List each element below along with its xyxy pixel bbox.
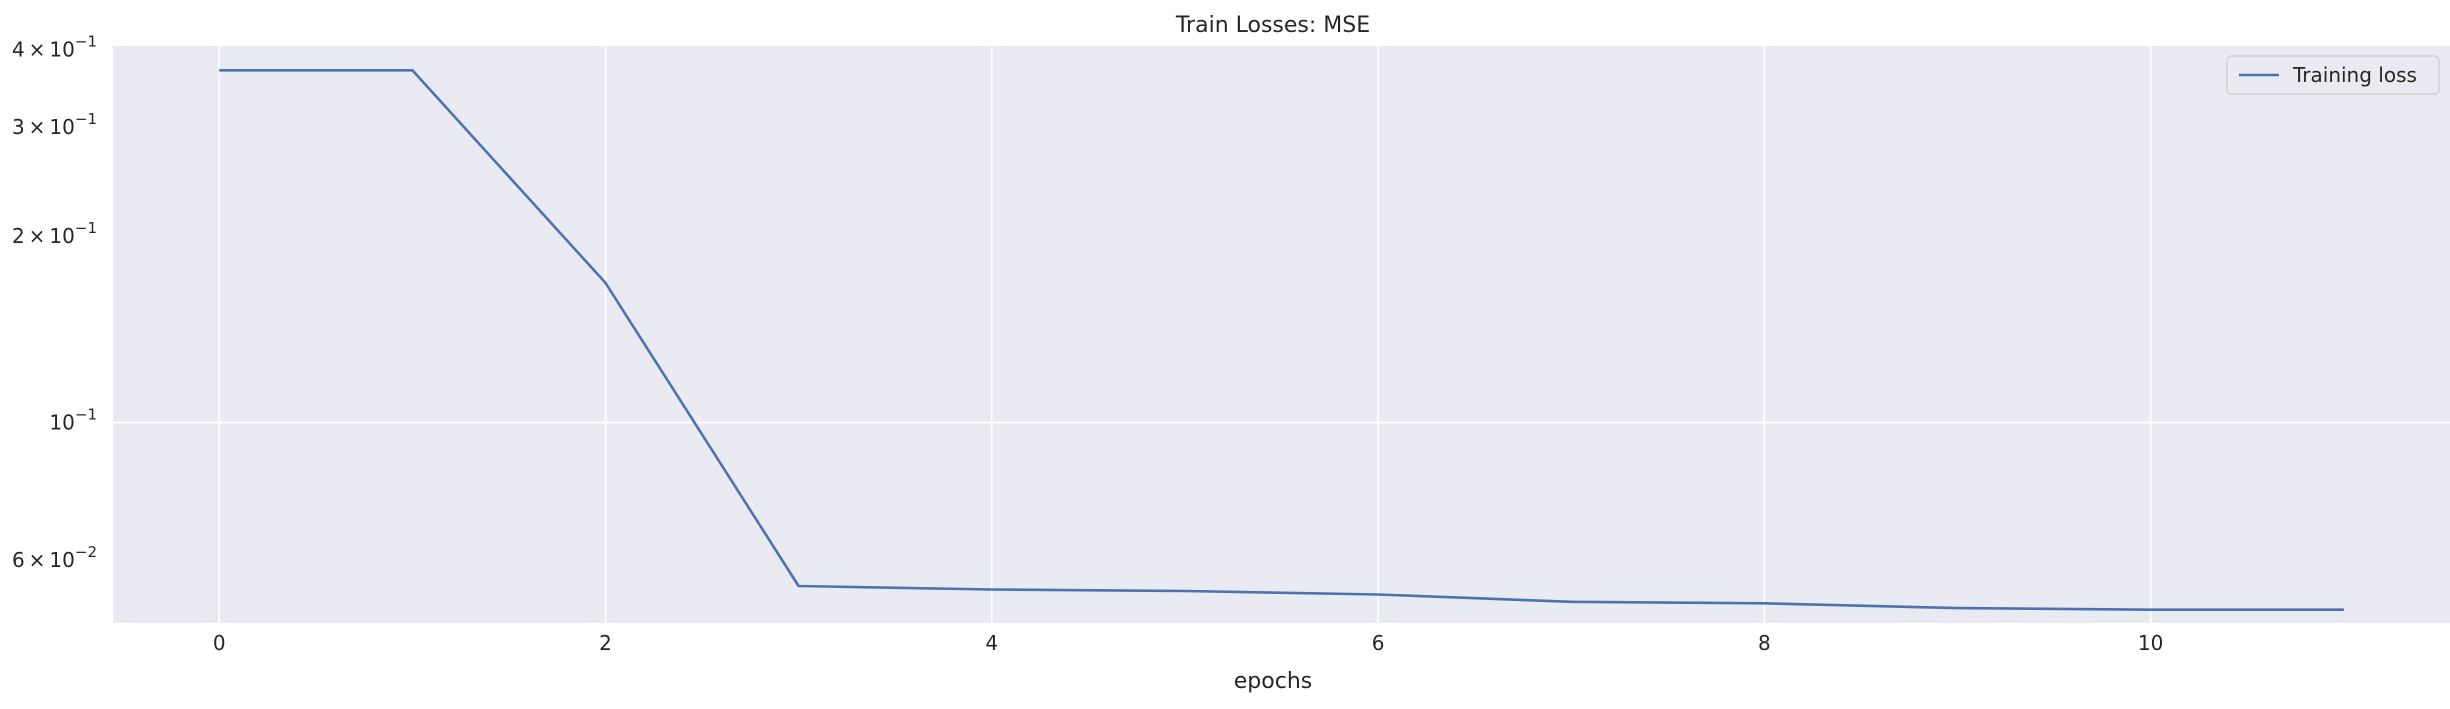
legend[interactable]: Training loss [2226, 55, 2440, 95]
chart-title: Train Losses: MSE [1175, 13, 1370, 38]
x-tick-label: 4 [985, 631, 998, 655]
legend-label: Training loss [2292, 63, 2417, 87]
series-line [219, 69, 2344, 612]
x-axis-label: epochs [1234, 669, 1312, 694]
y-tick-label: 3 × 10−1 [12, 110, 97, 139]
x-tick-label: 2 [599, 631, 612, 655]
x-tick-label: 8 [1758, 631, 1771, 655]
x-tick-label: 10 [2138, 631, 2163, 655]
y-axis: 4 × 10−1 3 × 10−1 2 × 10−1 10−1 6 × 10−2 [12, 32, 97, 572]
x-tick-label: 6 [1372, 631, 1385, 655]
series-layer [219, 69, 2344, 612]
x-axis: 0 2 4 6 8 10 [213, 631, 2163, 655]
legend-box [2226, 55, 2440, 95]
y-tick-label: 2 × 10−1 [12, 219, 97, 248]
y-tick-label: 6 × 10−2 [12, 543, 97, 572]
y-tick-label: 10−1 [49, 406, 97, 435]
plot-area [113, 46, 2450, 623]
y-tick-label: 4 × 10−1 [12, 32, 97, 61]
x-tick-label: 0 [213, 631, 226, 655]
grid [113, 46, 2450, 623]
